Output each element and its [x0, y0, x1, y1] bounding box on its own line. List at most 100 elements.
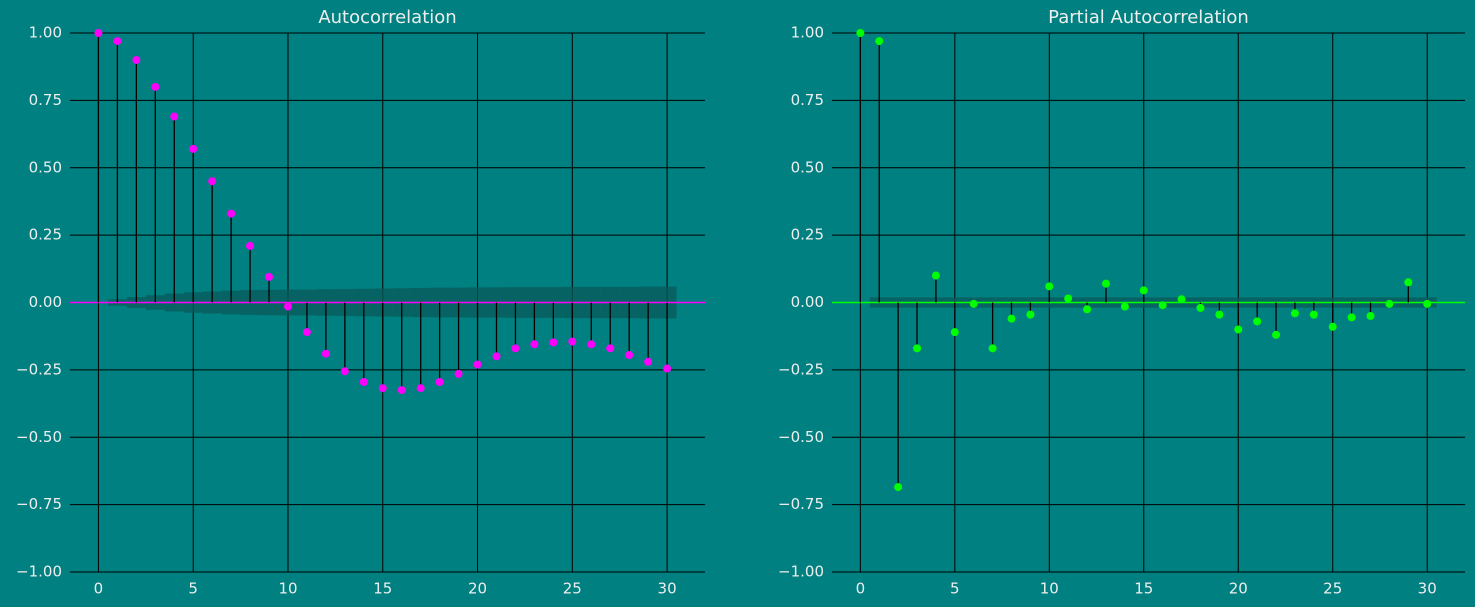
- marker: [378, 384, 387, 393]
- x-tick-label: 25: [1323, 580, 1342, 598]
- marker: [1177, 295, 1186, 304]
- x-tick-label: 25: [563, 580, 582, 598]
- marker: [969, 299, 978, 308]
- y-tick-label: −0.50: [778, 428, 824, 446]
- marker: [1083, 305, 1092, 314]
- marker: [1253, 317, 1262, 326]
- marker: [1158, 301, 1167, 310]
- marker: [113, 37, 122, 46]
- marker: [1101, 279, 1110, 288]
- marker: [913, 344, 922, 353]
- marker: [473, 360, 482, 369]
- marker: [988, 344, 997, 353]
- marker: [1139, 286, 1148, 295]
- marker: [397, 386, 406, 395]
- y-tick-label: 0.25: [791, 226, 824, 244]
- x-tick-label: 20: [468, 580, 487, 598]
- marker: [856, 29, 865, 37]
- y-tick-label: −0.25: [16, 360, 62, 378]
- marker: [1404, 278, 1413, 287]
- y-tick-label: 0.75: [791, 91, 824, 109]
- y-tick-label: −0.25: [778, 360, 824, 378]
- marker: [265, 272, 274, 281]
- marker: [663, 364, 672, 373]
- marker: [587, 340, 596, 349]
- y-tick-label: −1.00: [16, 563, 62, 581]
- marker: [1196, 303, 1205, 312]
- x-tick-label: 5: [950, 580, 960, 598]
- marker: [931, 271, 940, 280]
- marker: [894, 483, 903, 492]
- marker: [246, 241, 255, 250]
- marker: [511, 344, 520, 353]
- y-tick-label: 0.50: [29, 158, 62, 176]
- marker: [189, 144, 198, 153]
- marker: [302, 328, 311, 337]
- marker: [530, 340, 539, 349]
- marker: [321, 349, 330, 358]
- marker: [435, 378, 444, 387]
- marker: [283, 302, 292, 311]
- marker: [644, 357, 653, 366]
- marker: [875, 37, 884, 46]
- chart-title: Autocorrelation: [318, 7, 456, 28]
- y-tick-label: −0.75: [16, 495, 62, 513]
- x-tick-label: 10: [278, 580, 297, 598]
- marker: [1328, 322, 1337, 331]
- x-tick-label: 15: [373, 580, 392, 598]
- marker: [132, 55, 141, 64]
- marker: [1045, 282, 1054, 291]
- x-tick-label: 0: [94, 580, 104, 598]
- marker: [492, 352, 501, 361]
- marker: [1026, 310, 1035, 319]
- chart-title: Partial Autocorrelation: [1048, 7, 1249, 28]
- marker: [1064, 294, 1073, 303]
- x-tick-label: 5: [188, 580, 198, 598]
- marker: [359, 378, 368, 387]
- marker: [151, 82, 160, 91]
- marker: [568, 337, 577, 346]
- x-tick-label: 0: [856, 580, 866, 598]
- marker: [1215, 310, 1224, 319]
- marker: [1272, 330, 1281, 339]
- axes: Autocorrelation −1.00 −0.75 −0.50 −0.25 0.00 0…: [16, 7, 705, 598]
- y-tick-label: 1.00: [29, 24, 62, 42]
- marker: [950, 328, 959, 337]
- marker: [208, 177, 217, 186]
- y-tick-label: −0.50: [16, 428, 62, 446]
- marker: [1234, 325, 1243, 334]
- axes: Partial Autocorrelation −1.00 −0.75 −0.50 −0…: [778, 7, 1465, 598]
- y-tick-label: −0.75: [778, 495, 824, 513]
- marker: [625, 351, 634, 360]
- marker: [1290, 309, 1299, 318]
- y-tick-label: 0.50: [791, 158, 824, 176]
- marker: [340, 367, 349, 376]
- marker: [549, 338, 558, 347]
- marker: [1347, 313, 1356, 322]
- y-tick-label: 0.75: [29, 91, 62, 109]
- marker: [170, 112, 179, 121]
- marker: [416, 384, 425, 393]
- marker: [1309, 310, 1318, 319]
- marker: [454, 369, 463, 378]
- marker: [227, 209, 236, 218]
- x-tick-label: 15: [1134, 580, 1153, 598]
- marker: [1120, 302, 1129, 311]
- y-tick-label: −1.00: [778, 563, 824, 581]
- marker: [94, 29, 103, 37]
- marker: [1423, 299, 1432, 308]
- x-tick-label: 30: [1418, 580, 1437, 598]
- marker: [1366, 311, 1375, 320]
- marker: [606, 344, 615, 353]
- y-tick-label: 0.25: [29, 226, 62, 244]
- marker: [1385, 299, 1394, 308]
- x-tick-label: 20: [1229, 580, 1248, 598]
- y-tick-label: 0.00: [791, 293, 824, 311]
- x-tick-label: 30: [658, 580, 677, 598]
- marker: [1007, 314, 1016, 323]
- x-tick-label: 10: [1040, 580, 1059, 598]
- y-tick-label: 0.00: [29, 293, 62, 311]
- y-tick-label: 1.00: [791, 24, 824, 42]
